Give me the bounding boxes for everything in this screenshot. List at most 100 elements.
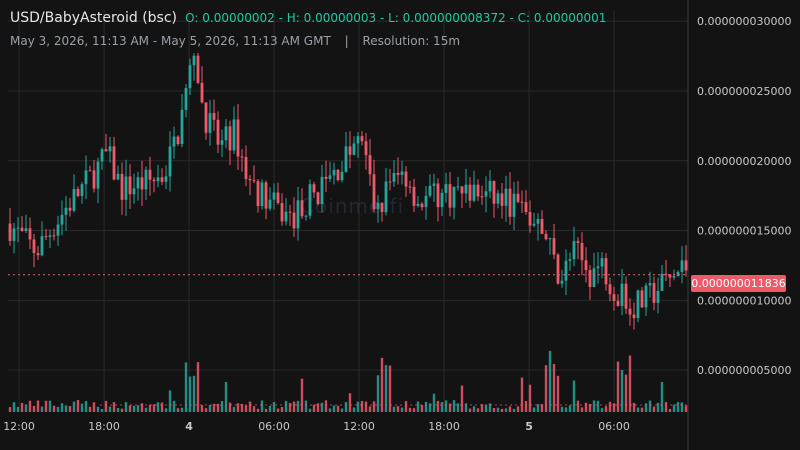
volume-bar [188, 376, 192, 412]
candle-body [68, 207, 72, 211]
candle-body [184, 88, 188, 110]
volume-bar [280, 406, 284, 412]
volume-bar [220, 401, 224, 412]
candle-body [64, 207, 68, 215]
volume-bar [464, 403, 468, 412]
candle-body [676, 271, 680, 277]
candle-body [328, 175, 332, 179]
volume-bar [420, 405, 424, 412]
volume-bar [128, 405, 132, 412]
volume-bar [44, 400, 48, 412]
candle-body [352, 143, 356, 155]
volume-bar [324, 400, 328, 412]
candle-body [260, 182, 264, 207]
candle-body [276, 192, 280, 204]
candle-body [404, 171, 408, 187]
volume-bar [256, 408, 260, 412]
candle-body [496, 193, 500, 204]
candle-body [280, 203, 284, 222]
candle-body [316, 192, 320, 204]
volume-bar [612, 403, 616, 412]
candle-body [232, 119, 236, 151]
candle-body [520, 201, 524, 203]
candle-body [12, 228, 16, 241]
volume-bar [152, 404, 156, 412]
volume-bar [668, 408, 672, 412]
candle-body [272, 192, 276, 200]
volume-bar [28, 400, 32, 412]
candle-body [308, 184, 312, 216]
x-tick-label: 12:00 [343, 420, 375, 433]
candle-body [524, 202, 528, 213]
candle-body [564, 260, 568, 281]
candle-body [44, 236, 48, 238]
volume-bar [548, 350, 552, 412]
candle-body [668, 274, 672, 278]
candle-body [144, 169, 148, 190]
volume-bar [452, 400, 456, 412]
candle-body [112, 146, 116, 180]
volume-bar [448, 403, 452, 412]
volume-bar [20, 402, 24, 412]
volume-bar [272, 402, 276, 412]
candle-body [244, 157, 248, 179]
volume-bar [540, 404, 544, 412]
candle-body [132, 188, 136, 195]
volume-bar [596, 400, 600, 412]
candle-body [476, 184, 480, 197]
candle-body [52, 235, 56, 237]
volume-bar [560, 406, 564, 412]
volume-bar [496, 407, 500, 412]
volume-bar [100, 408, 104, 412]
volume-bar [308, 408, 312, 412]
volume-bar [472, 406, 476, 412]
volume-bar [8, 407, 12, 412]
candle-body [620, 283, 624, 306]
candle-body [360, 136, 364, 142]
volume-bar [76, 400, 80, 412]
pair-title: USD/BabyAsteroid (bsc) [10, 10, 178, 26]
volume-bar [16, 406, 20, 412]
volume-bar [332, 405, 336, 412]
volume-bar [368, 406, 372, 412]
volume-bar [12, 402, 16, 412]
volume-bar [32, 406, 36, 412]
resolution-label: Resolution: 15m [362, 34, 461, 48]
volume-bar [644, 403, 648, 412]
volume-bar [292, 401, 296, 412]
volume-bar [80, 403, 84, 412]
candle-body [196, 55, 200, 83]
candle-body [264, 182, 268, 209]
candle-body [388, 181, 392, 183]
volume-bar [72, 401, 76, 412]
candle-body [76, 189, 80, 197]
volume-bar [208, 405, 212, 412]
candle-body [528, 212, 532, 226]
volume-bar [384, 365, 388, 412]
volume-bar [624, 374, 628, 412]
candle-body [584, 260, 588, 271]
date-range: May 3, 2026, 11:13 AM - May 5, 2026, 11:… [10, 34, 331, 48]
volume-bar [572, 380, 576, 412]
candle-body [40, 236, 44, 256]
candle-body [596, 266, 600, 269]
candle-body [216, 119, 220, 145]
volume-bar [212, 403, 216, 412]
candle-body [284, 211, 288, 222]
volume-bar [92, 402, 96, 412]
candle-body [20, 227, 24, 231]
volume-bar [648, 400, 652, 412]
volume-bar [584, 402, 588, 412]
volume-bar [124, 402, 128, 412]
candle-body [336, 169, 340, 181]
volume-bar [380, 357, 384, 412]
candle-body [504, 188, 508, 206]
volume-bar [592, 400, 596, 412]
volume-bar [132, 405, 136, 412]
volume-bar [672, 404, 676, 412]
volume-bar [500, 408, 504, 412]
candle-body [432, 183, 436, 186]
candle-body [84, 170, 88, 185]
volume-bar [492, 407, 496, 412]
